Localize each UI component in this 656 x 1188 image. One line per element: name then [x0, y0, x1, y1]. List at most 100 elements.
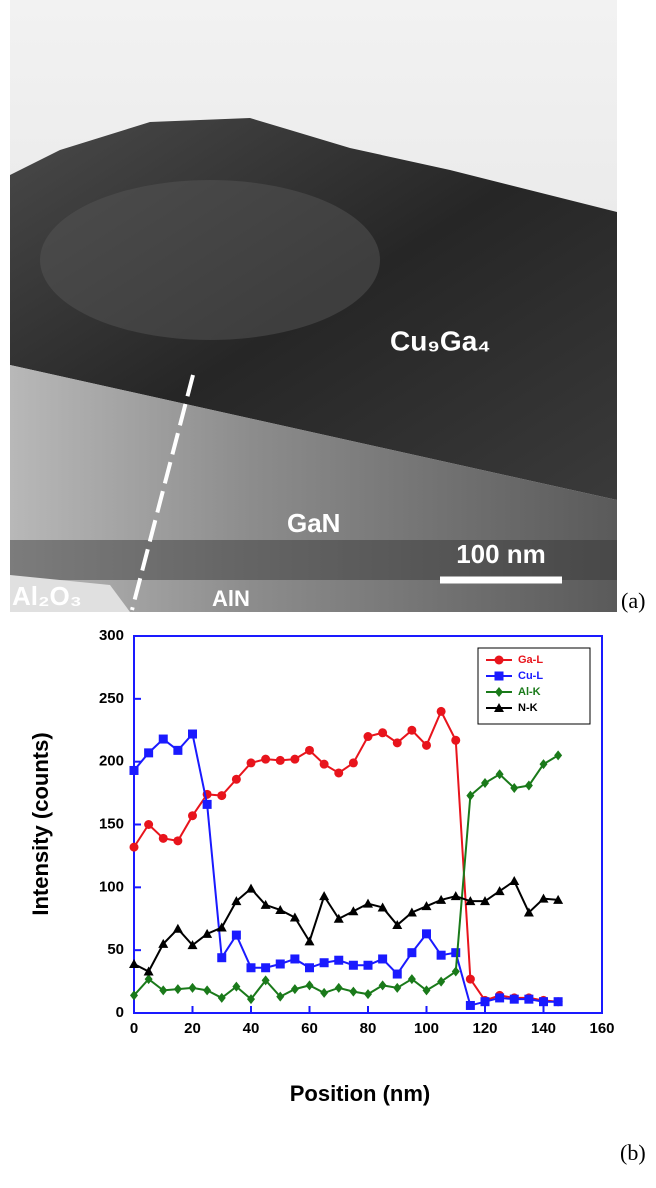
marker — [335, 983, 343, 993]
marker — [217, 953, 226, 962]
marker — [306, 980, 314, 990]
x-tick-label: 40 — [243, 1020, 260, 1037]
y-tick-label: 150 — [99, 815, 124, 832]
marker — [232, 775, 241, 784]
marker — [524, 995, 533, 1004]
marker — [261, 963, 270, 972]
marker — [393, 970, 402, 979]
figure: Cu₉Ga₄ GaN 100 nm Al₂O₃ AlN (a) (b) Posi… — [0, 0, 656, 1188]
marker — [407, 726, 416, 735]
marker — [451, 736, 460, 745]
x-axis-title: Position (nm) — [290, 1081, 431, 1106]
marker — [247, 963, 256, 972]
marker — [305, 746, 314, 755]
marker — [378, 728, 387, 737]
marker — [130, 843, 139, 852]
panel-label: (a) — [621, 588, 645, 613]
y-tick-label: 300 — [99, 627, 124, 644]
marker — [408, 974, 416, 984]
legend-label: Cu-L — [518, 670, 543, 682]
marker — [348, 906, 358, 915]
y-tick-label: 0 — [116, 1004, 124, 1021]
marker — [451, 948, 460, 957]
marker — [364, 961, 373, 970]
marker — [423, 985, 431, 995]
marker — [144, 748, 153, 757]
marker — [173, 746, 182, 755]
marker — [203, 800, 212, 809]
legend-label: Al-K — [518, 686, 541, 698]
y-tick-label: 100 — [99, 878, 124, 895]
scale-label: 100 nm — [456, 539, 546, 569]
marker — [305, 936, 315, 945]
marker — [554, 750, 562, 760]
marker — [407, 948, 416, 957]
marker — [129, 959, 139, 968]
marker — [291, 984, 299, 994]
marker — [393, 738, 402, 747]
y-axis-title: Intensity (counts) — [28, 732, 53, 915]
marker — [422, 929, 431, 938]
marker — [539, 997, 548, 1006]
marker — [393, 983, 401, 993]
marker — [218, 993, 226, 1003]
marker — [305, 963, 314, 972]
marker — [319, 891, 329, 900]
marker — [495, 656, 504, 665]
marker — [290, 755, 299, 764]
panel-label: (b) — [620, 1140, 646, 1165]
layer-label: GaN — [287, 508, 340, 538]
marker — [466, 975, 475, 984]
marker — [320, 958, 329, 967]
marker — [159, 735, 168, 744]
series-line — [134, 734, 558, 1005]
marker — [363, 899, 373, 908]
marker — [466, 1001, 475, 1010]
layer-label: AlN — [212, 586, 250, 611]
marker — [276, 959, 285, 968]
marker — [495, 886, 505, 895]
marker — [349, 987, 357, 997]
layer-label: Cu₉Ga₄ — [390, 325, 491, 356]
marker — [510, 995, 519, 1004]
marker — [247, 758, 256, 767]
x-tick-label: 120 — [472, 1020, 497, 1037]
y-tick-label: 250 — [99, 690, 124, 707]
marker — [422, 741, 431, 750]
x-tick-label: 0 — [130, 1020, 138, 1037]
marker — [437, 951, 446, 960]
marker — [217, 791, 226, 800]
marker — [437, 707, 446, 716]
marker — [320, 760, 329, 769]
x-tick-label: 160 — [589, 1020, 614, 1037]
legend-label: N-K — [518, 702, 538, 714]
marker — [232, 931, 241, 940]
x-tick-label: 100 — [414, 1020, 439, 1037]
y-tick-label: 50 — [107, 941, 124, 958]
marker — [159, 985, 167, 995]
marker — [144, 820, 153, 829]
marker — [364, 989, 372, 999]
grain — [40, 180, 380, 340]
layer-label: Al₂O₃ — [12, 581, 82, 611]
marker — [188, 811, 197, 820]
legend-label: Ga-L — [518, 654, 543, 666]
marker — [203, 985, 211, 995]
marker — [437, 977, 445, 987]
marker — [173, 924, 183, 933]
x-tick-label: 80 — [360, 1020, 377, 1037]
marker — [378, 954, 387, 963]
marker — [173, 836, 182, 845]
marker — [334, 768, 343, 777]
marker — [276, 756, 285, 765]
marker — [495, 672, 504, 681]
marker — [290, 912, 300, 921]
marker — [452, 967, 460, 977]
marker — [159, 834, 168, 843]
marker — [130, 766, 139, 775]
marker — [290, 954, 299, 963]
x-tick-label: 140 — [531, 1020, 556, 1037]
marker — [188, 730, 197, 739]
marker — [509, 876, 519, 885]
series-line — [134, 881, 558, 971]
